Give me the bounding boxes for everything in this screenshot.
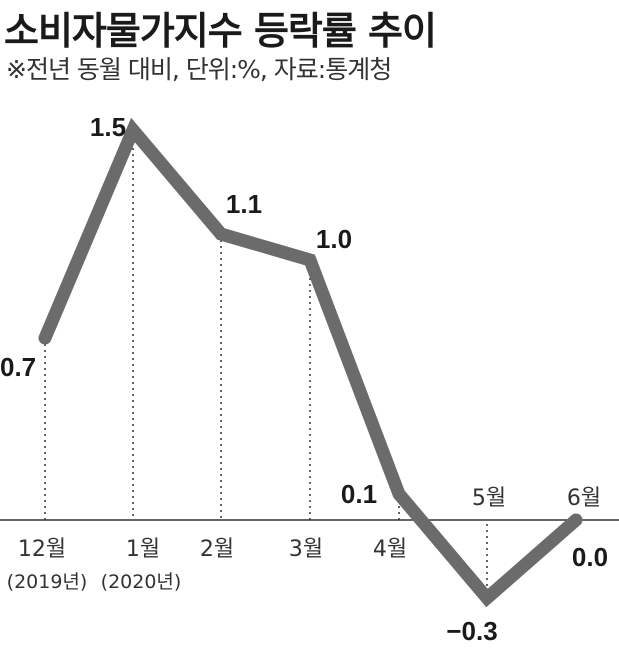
value-label-1: 1.5	[90, 112, 126, 142]
x-tick-label-0: 12월	[18, 537, 66, 562]
x-tick-label-3: 3월	[289, 537, 323, 562]
x-tick-label-5: 5월	[472, 486, 506, 511]
x-tick-label-4: 4월	[373, 537, 407, 562]
value-label-6: 0.0	[572, 542, 608, 572]
x-tick-label-6: 6월	[567, 486, 601, 511]
value-label-3: 1.0	[316, 224, 352, 254]
value-label-2: 1.1	[226, 189, 262, 219]
x-tick-sublabel-1: (2020년)	[101, 571, 182, 593]
chart-title: 소비자물가지수 등락률 추이	[4, 9, 437, 53]
chart-subtitle: ※전년 동월 대비, 단위:%, 자료:통계청	[6, 55, 392, 84]
value-label-5: −0.3	[446, 616, 497, 646]
value-label-0: 0.7	[0, 352, 36, 382]
x-tick-sublabel-0: (2019년)	[7, 571, 88, 593]
x-tick-label-1: 1월	[126, 537, 160, 562]
value-label-4: 0.1	[341, 479, 377, 509]
x-tick-label-2: 2월	[200, 537, 234, 562]
series-line	[38, 117, 583, 608]
